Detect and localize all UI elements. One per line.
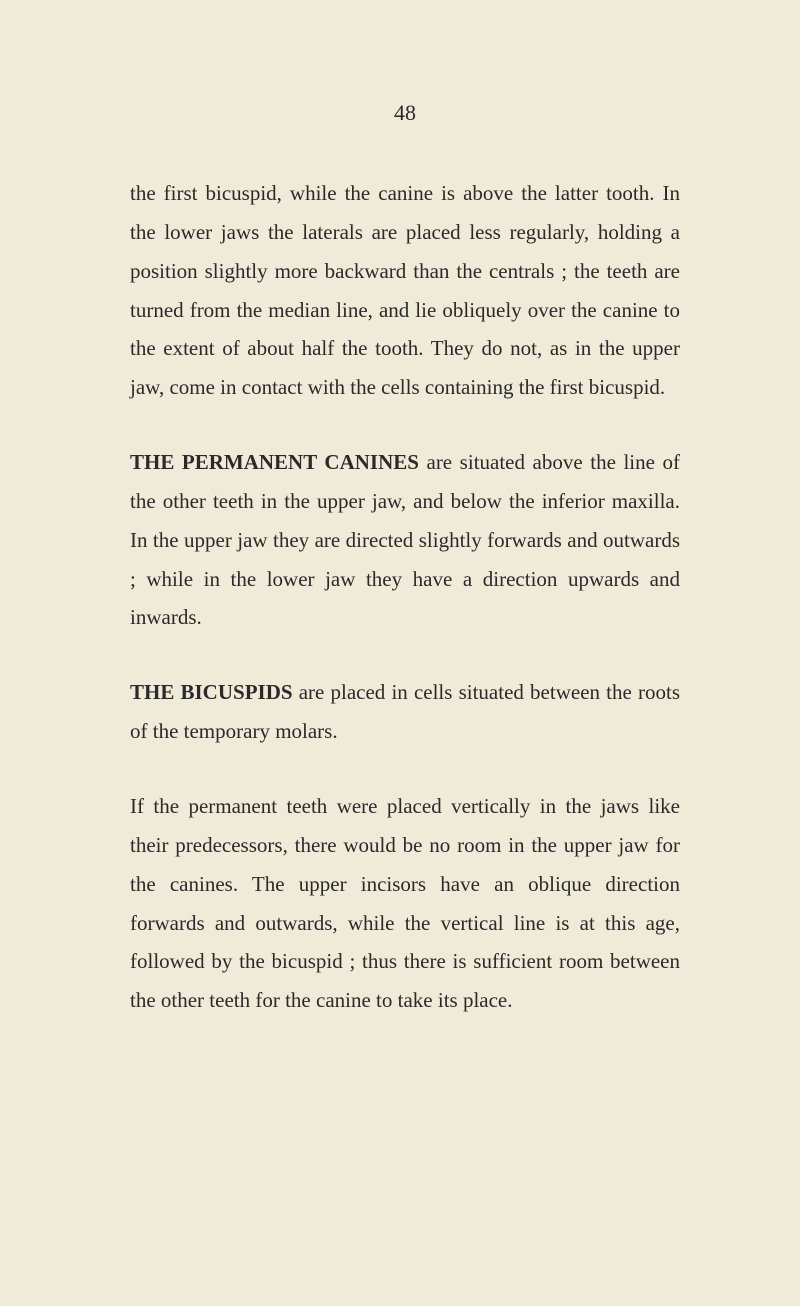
paragraph-3: THE BICUSPIDS are placed in cells situat…	[130, 673, 680, 751]
paragraph-1: the first bicuspid, while the canine is …	[130, 174, 680, 407]
paragraph-4: If the permanent teeth were placed verti…	[130, 787, 680, 1020]
page-number: 48	[130, 100, 680, 126]
heading-bicuspids: THE BICUSPIDS	[130, 680, 293, 704]
paragraph-2-text: are situated above the line of the other…	[130, 450, 680, 629]
paragraph-2: THE PERMANENT CANINES are situated above…	[130, 443, 680, 637]
heading-permanent-canines: THE PERMANENT CANINES	[130, 450, 419, 474]
